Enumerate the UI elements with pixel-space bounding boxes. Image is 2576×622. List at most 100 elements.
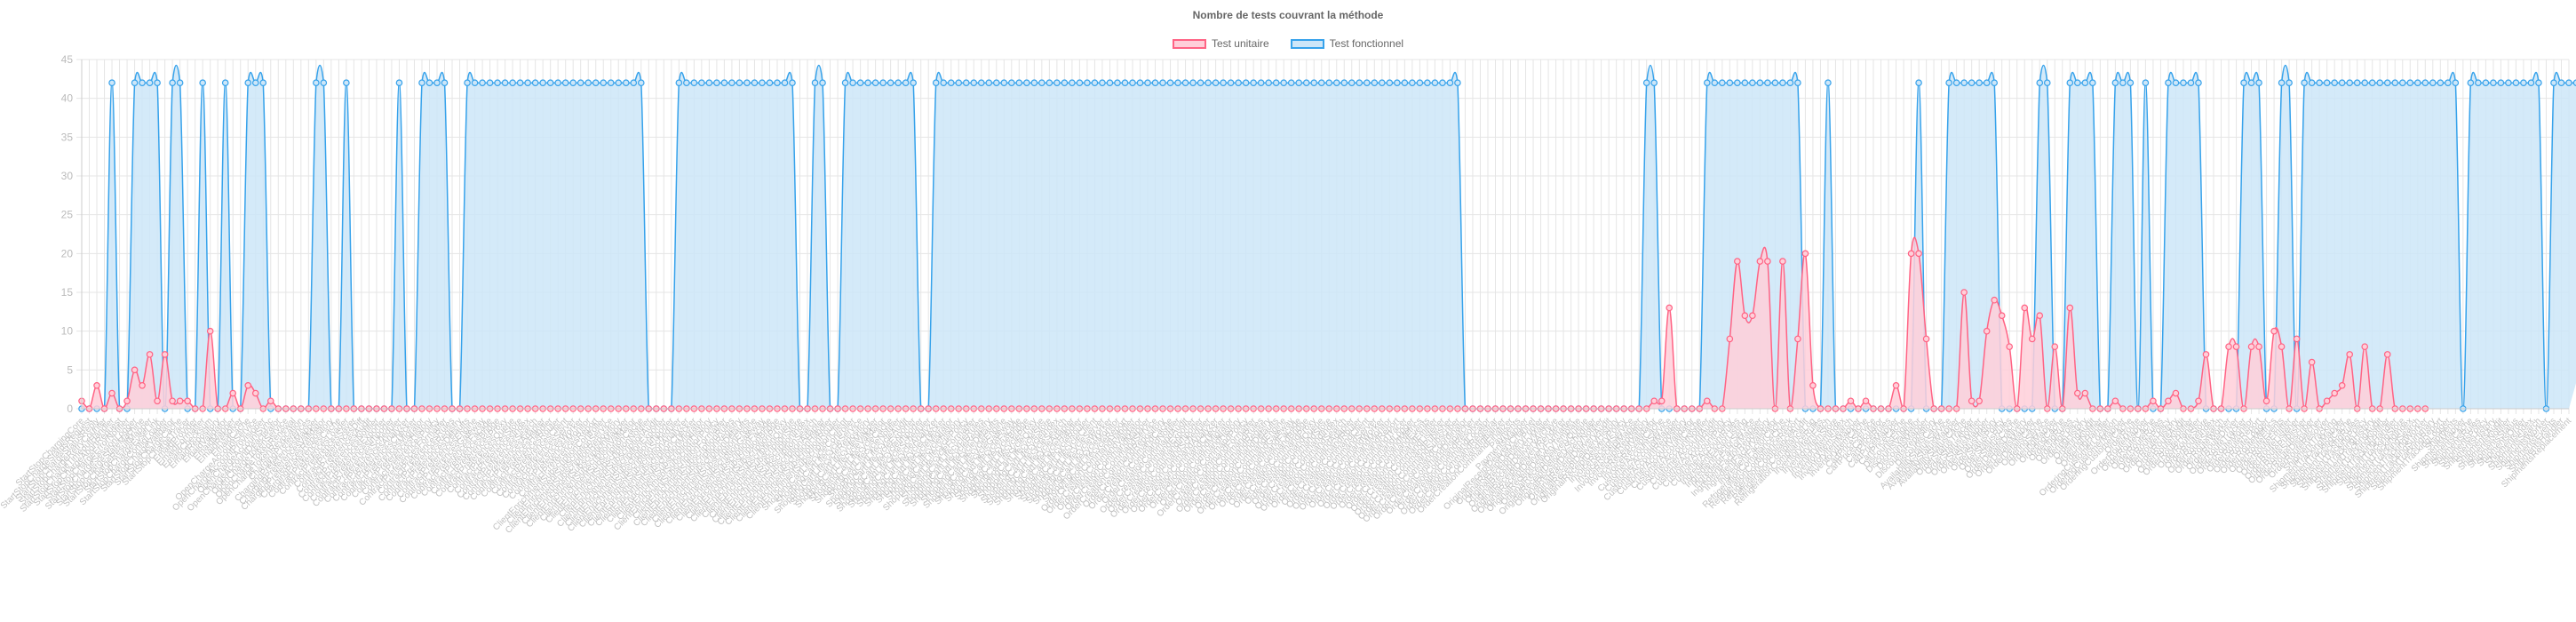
functional-point bbox=[251, 79, 259, 87]
functional-point bbox=[1310, 79, 1318, 87]
legend-label-functional: Test fonctionnel bbox=[1329, 37, 1404, 50]
functional-point bbox=[1000, 79, 1008, 87]
unit-point bbox=[93, 381, 100, 389]
functional-point bbox=[2172, 79, 2180, 87]
functional-point bbox=[1053, 79, 1061, 87]
functional-point bbox=[675, 79, 683, 87]
unit-point bbox=[2338, 381, 2346, 389]
functional-point bbox=[1952, 79, 1960, 87]
functional-point bbox=[2535, 79, 2542, 87]
functional-point bbox=[2398, 79, 2406, 87]
functional-point bbox=[1719, 79, 1726, 87]
functional-point bbox=[2278, 79, 2286, 87]
functional-point bbox=[2482, 79, 2490, 87]
unit-point bbox=[2308, 358, 2316, 366]
functional-point bbox=[2452, 79, 2460, 87]
functional-point bbox=[1991, 79, 1998, 87]
functional-point bbox=[902, 79, 910, 87]
functional-point bbox=[244, 79, 252, 87]
functional-point bbox=[546, 79, 554, 87]
unit-point bbox=[139, 381, 146, 389]
functional-point bbox=[932, 79, 940, 87]
functional-point bbox=[1114, 79, 1121, 87]
functional-point bbox=[524, 79, 531, 87]
functional-point bbox=[1401, 79, 1409, 87]
functional-point bbox=[1091, 79, 1099, 87]
unit-point bbox=[1915, 250, 1922, 258]
functional-point bbox=[1764, 79, 1771, 87]
functional-point bbox=[774, 79, 781, 87]
functional-point bbox=[879, 79, 886, 87]
unit-point bbox=[1862, 397, 1870, 405]
functional-point bbox=[1915, 79, 1922, 87]
functional-point bbox=[600, 79, 608, 87]
functional-point bbox=[2527, 79, 2535, 87]
unit-point bbox=[1922, 335, 1930, 343]
functional-point bbox=[2376, 79, 2384, 87]
functional-point bbox=[1069, 79, 1076, 87]
unit-point bbox=[1794, 335, 1801, 343]
functional-point bbox=[1960, 79, 1968, 87]
functional-point bbox=[871, 79, 879, 87]
functional-point bbox=[985, 79, 993, 87]
unit-point bbox=[2262, 397, 2270, 405]
functional-point bbox=[2255, 79, 2262, 87]
functional-point bbox=[766, 79, 774, 87]
functional-point bbox=[940, 79, 948, 87]
functional-point bbox=[2437, 79, 2445, 87]
functional-point bbox=[2445, 79, 2452, 87]
functional-point bbox=[108, 79, 115, 87]
functional-point bbox=[1317, 79, 1325, 87]
unit-point bbox=[1726, 335, 1734, 343]
functional-point bbox=[1084, 79, 1091, 87]
functional-point bbox=[2142, 79, 2150, 87]
functional-point bbox=[2195, 79, 2202, 87]
functional-point bbox=[615, 79, 623, 87]
functional-point bbox=[1250, 79, 1257, 87]
functional-point bbox=[494, 79, 501, 87]
functional-point bbox=[947, 79, 955, 87]
functional-point bbox=[418, 79, 425, 87]
functional-point bbox=[977, 79, 985, 87]
functional-point bbox=[910, 79, 917, 87]
functional-point bbox=[1386, 79, 1394, 87]
unit-point bbox=[2232, 343, 2240, 350]
unit-point bbox=[2270, 327, 2278, 335]
unit-point bbox=[2074, 389, 2081, 397]
functional-point bbox=[2361, 79, 2369, 87]
functional-point bbox=[516, 79, 524, 87]
functional-point bbox=[2089, 79, 2096, 87]
unit-point bbox=[206, 327, 214, 335]
functional-point bbox=[720, 79, 728, 87]
legend-label-unit: Test unitaire bbox=[1211, 37, 1269, 50]
legend-item-unit[interactable]: Test unitaire bbox=[1172, 37, 1269, 50]
functional-point bbox=[630, 79, 638, 87]
functional-point bbox=[2331, 79, 2338, 87]
unit-point bbox=[266, 397, 274, 405]
functional-point bbox=[607, 79, 615, 87]
functional-point bbox=[509, 79, 516, 87]
functional-point bbox=[2127, 79, 2135, 87]
unit-point bbox=[1809, 381, 1817, 389]
unit-point bbox=[2202, 351, 2210, 358]
functional-point bbox=[1711, 79, 1719, 87]
functional-point bbox=[2497, 79, 2505, 87]
unit-point bbox=[2021, 304, 2029, 312]
functional-point bbox=[743, 79, 751, 87]
functional-point bbox=[1061, 79, 1069, 87]
y-tick-label: 35 bbox=[61, 131, 74, 143]
functional-point bbox=[2301, 79, 2308, 87]
y-tick-label: 45 bbox=[61, 53, 74, 66]
functional-point bbox=[2338, 79, 2346, 87]
functional-point bbox=[2316, 79, 2323, 87]
unit-point bbox=[1983, 327, 1991, 335]
legend-item-functional[interactable]: Test fonctionnel bbox=[1290, 37, 1404, 50]
functional-point bbox=[425, 79, 433, 87]
functional-point bbox=[221, 79, 229, 87]
functional-point bbox=[169, 79, 176, 87]
functional-point bbox=[2066, 79, 2074, 87]
functional-point bbox=[1023, 79, 1030, 87]
unit-point bbox=[1960, 289, 1968, 296]
functional-point bbox=[569, 79, 576, 87]
unit-point bbox=[2111, 397, 2119, 405]
